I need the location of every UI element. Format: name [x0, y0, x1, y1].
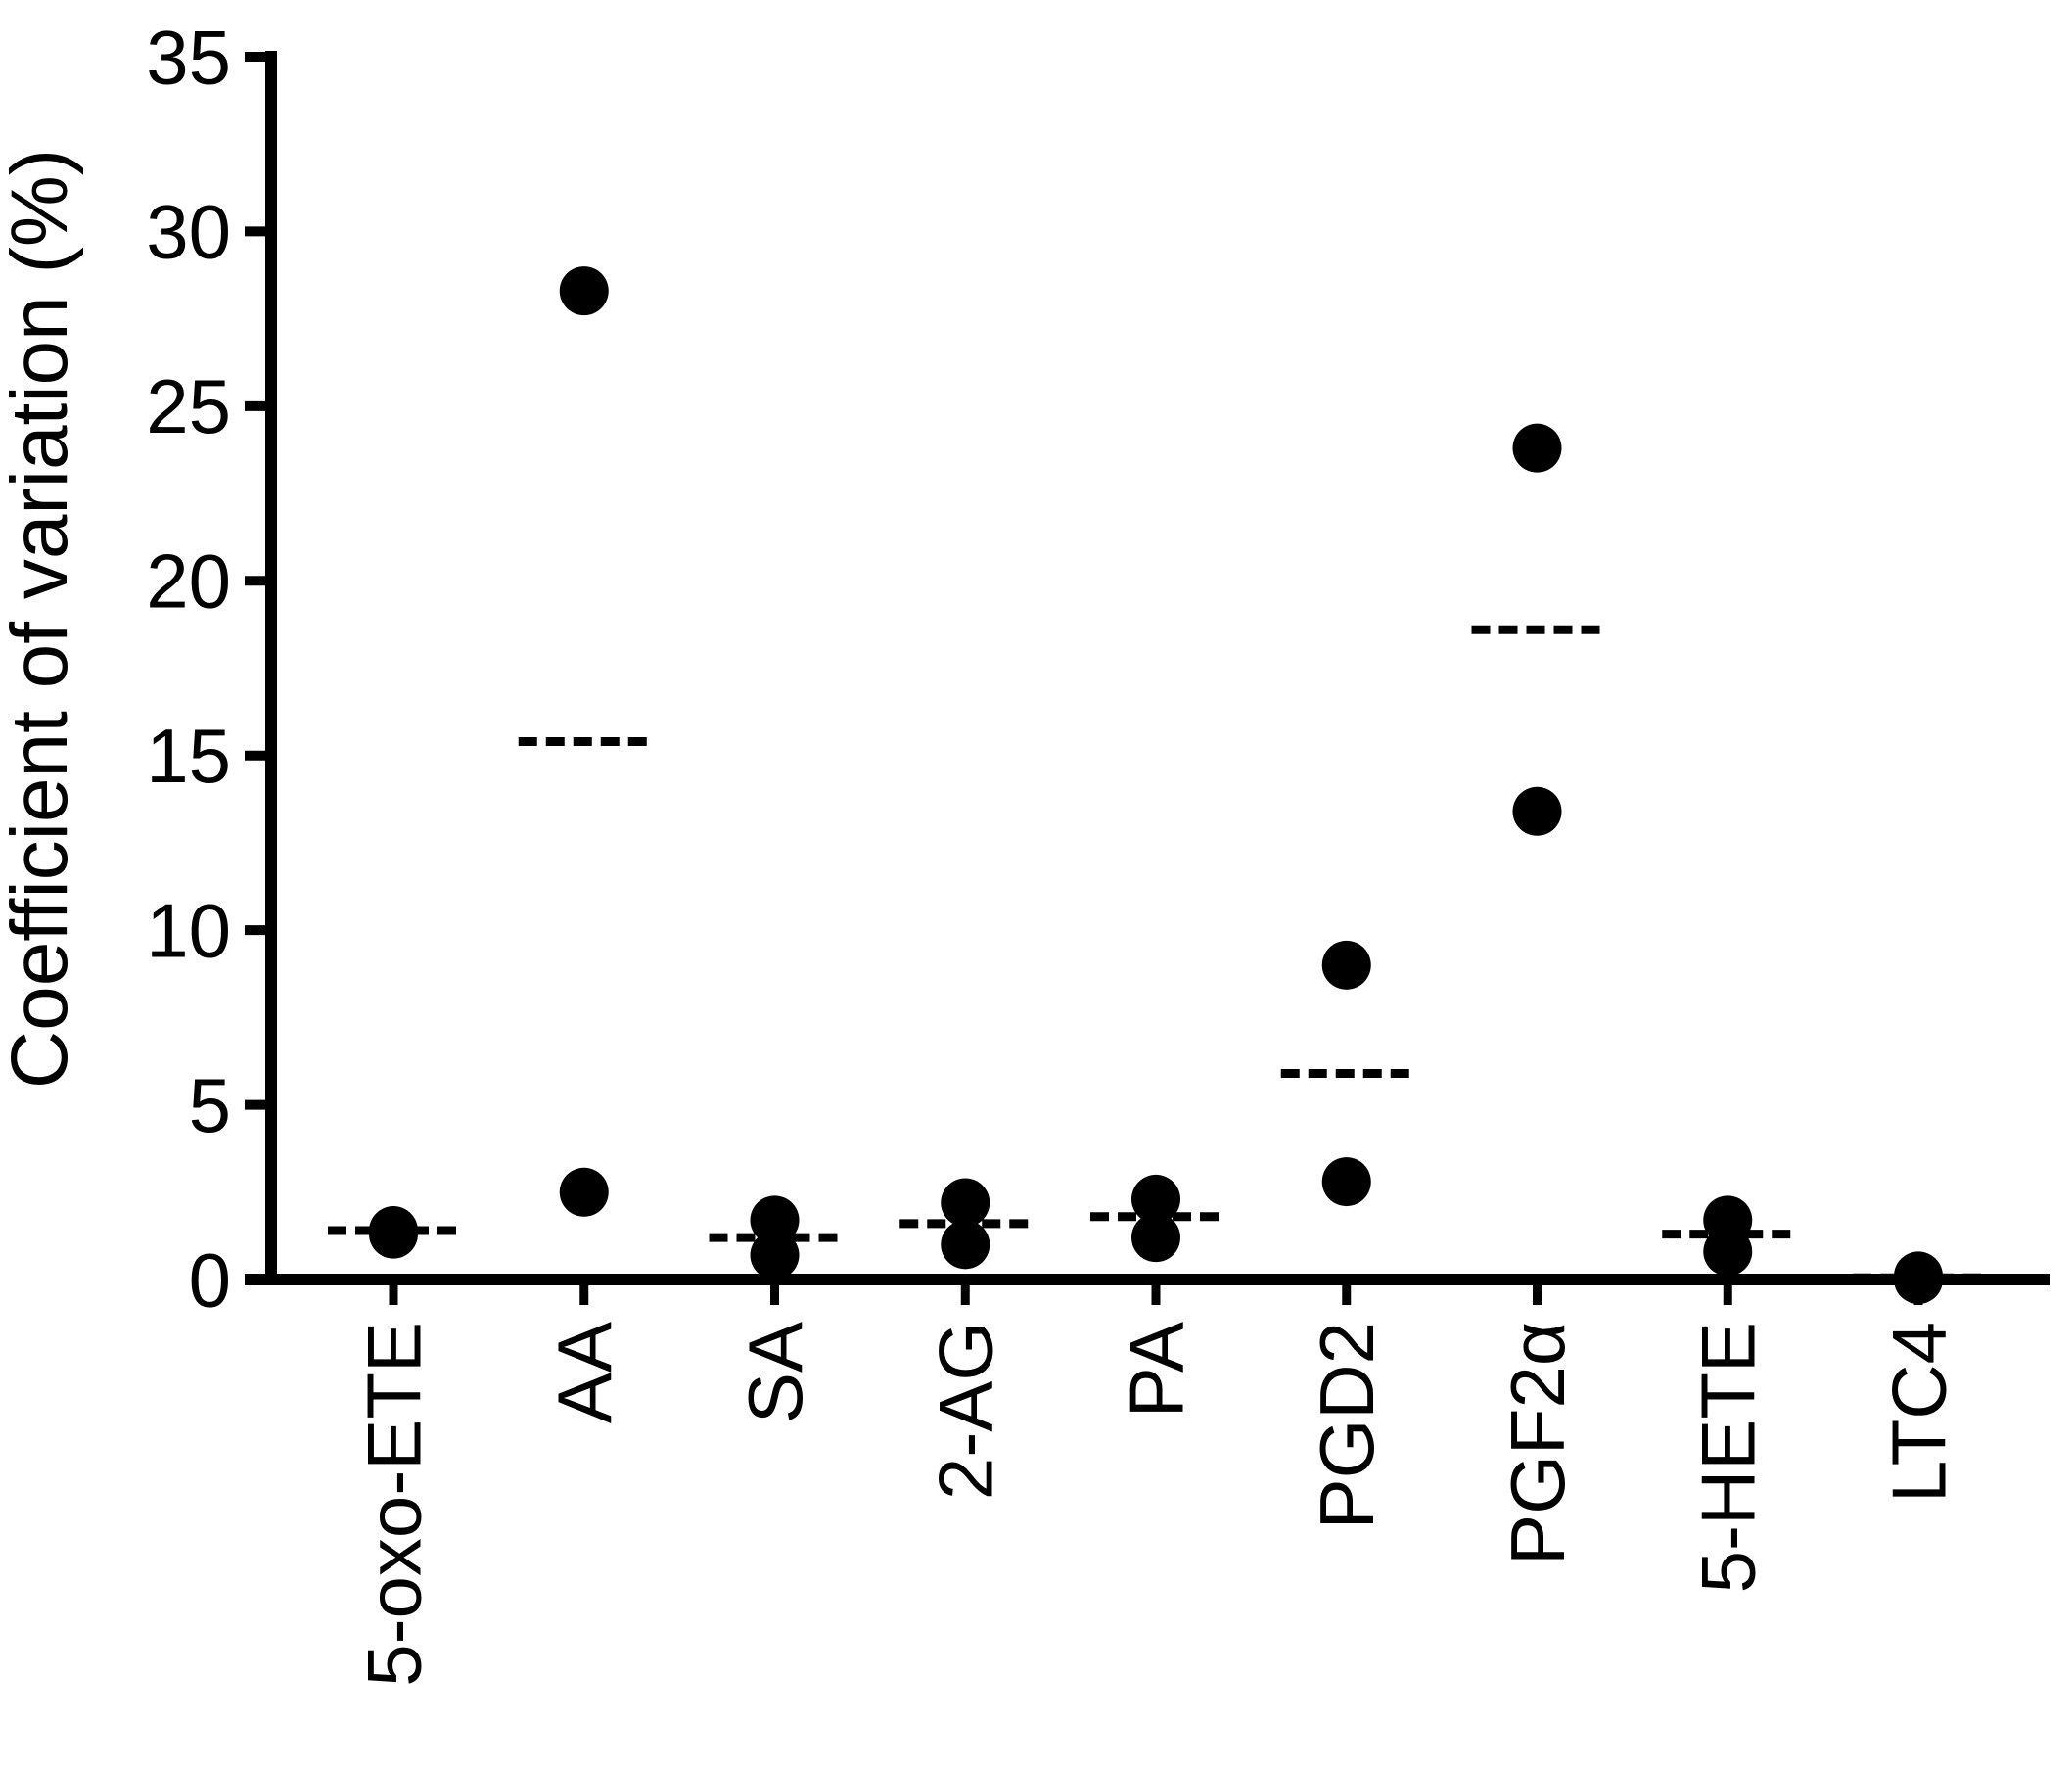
- data-point: [750, 1195, 800, 1245]
- y-tick-label: 5: [189, 1062, 231, 1148]
- y-tick-label: 25: [146, 363, 231, 449]
- category-label: AA: [541, 1322, 627, 1423]
- y-axis-ticks-group: 0 5 10 15 20 25 30 35: [146, 14, 277, 1323]
- data-point: [750, 1231, 800, 1280]
- category-label: PA: [1113, 1322, 1199, 1418]
- data-point: [1512, 423, 1562, 473]
- data-point: [1703, 1227, 1753, 1277]
- y-tick-label: 30: [146, 189, 231, 275]
- data-point: [369, 1209, 418, 1259]
- category-label: 5-oxo-ETE: [350, 1322, 437, 1687]
- axes-group: [245, 51, 2050, 1285]
- category-label: 5-HETE: [1685, 1322, 1772, 1593]
- data-point: [559, 266, 609, 316]
- data-point: [941, 1220, 990, 1270]
- data-point: [1321, 1157, 1371, 1207]
- data-point: [1131, 1213, 1180, 1263]
- data-point: [1512, 786, 1562, 836]
- data-point: [1131, 1174, 1180, 1224]
- category-label: SA: [732, 1322, 818, 1423]
- y-tick-label: 15: [146, 713, 231, 799]
- y-axis-title: Coefficient of variation (%): [0, 149, 84, 1089]
- y-tick-label: 10: [146, 887, 231, 973]
- category-label: PGF2α: [1495, 1322, 1581, 1565]
- category-label: LTC4: [1875, 1322, 1961, 1503]
- data-point: [1894, 1255, 1943, 1304]
- x-axis-ticks-group: 5-oxo-ETE AA SA 2-AG PA PGD2 PGF2α 5-HETE LTC4: [350, 1285, 1961, 1687]
- data-point: [559, 1167, 609, 1217]
- y-tick-label: 0: [189, 1236, 231, 1323]
- y-tick-label: 35: [146, 14, 231, 100]
- category-label: PGD2: [1304, 1322, 1390, 1529]
- data-points-group: [369, 266, 1943, 1304]
- y-tick-label: 20: [146, 538, 231, 625]
- data-point: [1321, 940, 1371, 990]
- category-label: 2-AG: [923, 1322, 1009, 1500]
- data-point: [941, 1178, 990, 1228]
